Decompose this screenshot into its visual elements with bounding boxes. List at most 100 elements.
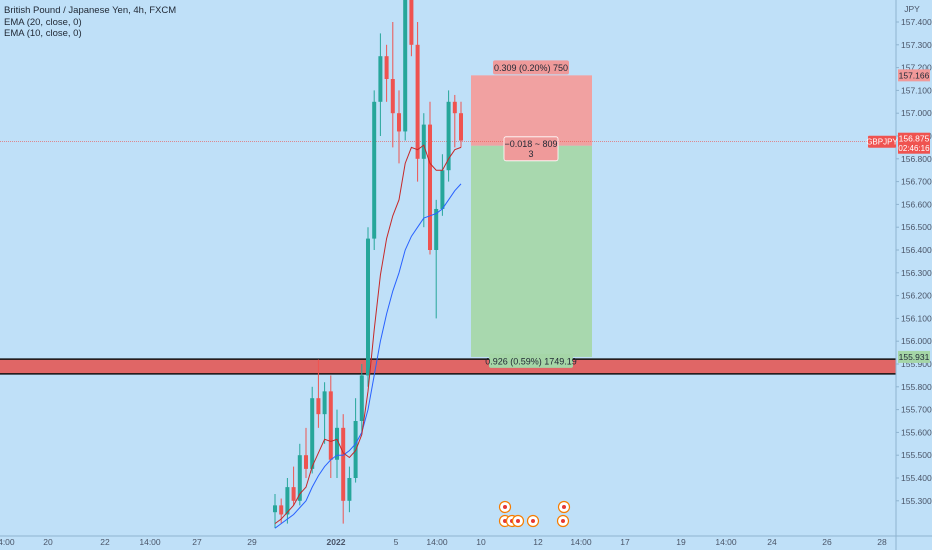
x-tick-label: 17 — [620, 537, 630, 547]
symbol-badge — [868, 135, 896, 148]
y-tick-label: 156.800 — [901, 154, 932, 164]
x-tick-label: 14:00 — [715, 537, 737, 547]
x-tick-label: 29 — [247, 537, 257, 547]
x-tick-label: 27 — [192, 537, 202, 547]
y-tick-label: 156.500 — [901, 222, 932, 232]
candle-body — [459, 113, 463, 141]
x-tick-label: 10 — [476, 537, 486, 547]
candle-body — [378, 56, 383, 102]
candle-body — [328, 391, 333, 460]
reward-label: 0.926 (0.59%) 1749.19 — [485, 356, 577, 366]
y-tick-label: 156.100 — [901, 313, 932, 323]
candle-body — [335, 427, 339, 460]
candle-body — [384, 56, 389, 79]
x-tick-label: 14:00 — [570, 537, 592, 547]
candles — [273, 0, 463, 529]
candle-body — [403, 0, 408, 132]
reward-label-box — [489, 353, 573, 368]
stop-loss-zone — [471, 75, 592, 146]
candle-body — [428, 124, 432, 250]
candle-body — [452, 101, 457, 114]
candle-body — [285, 487, 290, 515]
x-tick-label: 28 — [877, 537, 887, 547]
candle-body — [291, 487, 296, 501]
symbol-badge-label: GBPJPY — [866, 138, 898, 147]
candle-body — [322, 391, 327, 415]
x-tick-label: 22 — [100, 537, 110, 547]
event-marker-dot — [562, 505, 566, 509]
event-marker-dot — [561, 519, 565, 523]
y-tick-label: 156.200 — [901, 291, 932, 301]
ema20-line — [274, 183, 462, 529]
ema20-legend[interactable]: EMA (20, close, 0) — [4, 16, 82, 28]
ema10-line — [274, 144, 462, 525]
candle-body — [366, 238, 370, 376]
candle-body — [316, 398, 321, 415]
mid-label-sub: 3 — [528, 149, 533, 159]
event-marker-dot — [516, 519, 520, 523]
x-tick-label: 14:00 — [0, 537, 15, 547]
x-tick-label: 20 — [43, 537, 53, 547]
stop-price-badge — [898, 69, 930, 82]
x-tick-label: 14:00 — [426, 537, 448, 547]
y-tick-label: 155.500 — [901, 450, 932, 460]
y-tick-label: 155.600 — [901, 427, 932, 437]
current-price-label: 156.875 — [899, 134, 930, 144]
stop-price-label: 157.166 — [899, 70, 930, 80]
y-tick-label: 157.400 — [901, 17, 932, 27]
candle-body — [390, 79, 395, 114]
candle-body — [279, 505, 284, 515]
x-tick-label: 14:00 — [139, 537, 161, 547]
candle-body — [434, 208, 439, 250]
candle-body — [273, 505, 277, 513]
x-tick-label: 24 — [767, 537, 777, 547]
y-tick-label: 156.300 — [901, 268, 932, 278]
current-price-badge — [898, 132, 930, 154]
mid-label: −0.018 ~ 809 — [504, 139, 557, 149]
y-tick-label: 157.100 — [901, 85, 932, 95]
event-marker-dot — [503, 505, 507, 509]
event-marker-dot — [531, 519, 535, 523]
y-tick-label: 155.400 — [901, 473, 932, 483]
risk-label-box — [493, 60, 569, 75]
candle-body — [421, 124, 426, 159]
y-tick-label: 157.200 — [901, 63, 932, 73]
chart-legend: British Pound / Japanese Yen, 4h, FXCM E… — [4, 5, 176, 40]
x-tick-label: 26 — [822, 537, 832, 547]
support-zone — [0, 359, 896, 374]
take-profit-zone — [471, 145, 592, 357]
candle-body — [347, 478, 352, 501]
candle-body — [440, 170, 445, 209]
candle-body — [341, 427, 346, 501]
y-tick-label: 156.000 — [901, 336, 932, 346]
candle-body — [304, 455, 308, 469]
candle-body — [446, 101, 451, 171]
candle-body — [397, 113, 401, 132]
currency-label: JPY — [904, 4, 920, 14]
y-tick-label: 157.300 — [901, 40, 932, 50]
target-price-label: 155.931 — [899, 352, 930, 362]
y-tick-label: 157.000 — [901, 108, 932, 118]
symbol-title[interactable]: British Pound / Japanese Yen, 4h, FXCM — [4, 5, 177, 16]
candle-body — [297, 455, 302, 501]
candle-body — [372, 101, 377, 239]
candle-body — [359, 375, 364, 421]
candle-body — [409, 0, 414, 45]
x-tick-label: 5 — [394, 537, 399, 547]
ema10-legend[interactable]: EMA (10, close, 0) — [4, 28, 82, 39]
y-tick-label: 156.400 — [901, 245, 932, 255]
risk-label: 0.309 (0.20%) 750 — [494, 63, 568, 73]
x-tick-label: 19 — [676, 537, 686, 547]
y-tick-label: 156.600 — [901, 199, 932, 209]
target-price-badge — [898, 350, 930, 363]
x-tick-label: 12 — [533, 537, 543, 547]
candle-body — [415, 44, 420, 159]
y-tick-label: 155.700 — [901, 405, 932, 415]
x-tick-label: 2022 — [327, 537, 346, 547]
mid-label-box — [503, 136, 559, 162]
y-tick-label: 155.300 — [901, 496, 932, 506]
candle-countdown: 02:46:16 — [898, 144, 930, 153]
